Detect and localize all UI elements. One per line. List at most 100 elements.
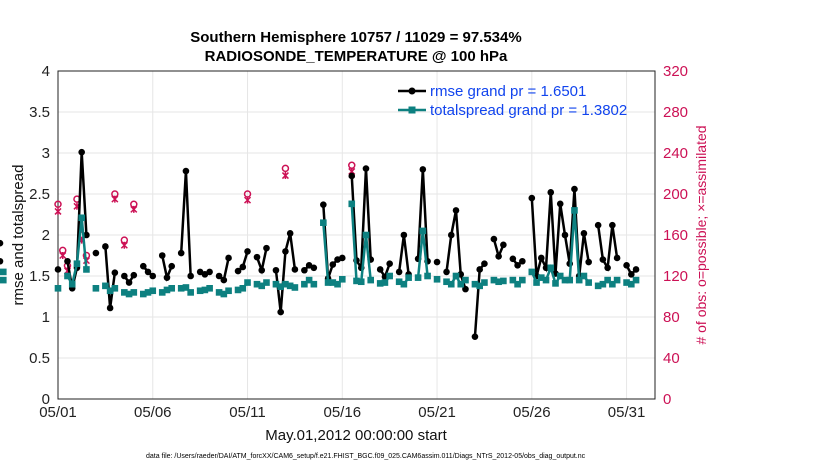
rmse-point xyxy=(443,268,450,276)
spread-point xyxy=(54,285,62,292)
rmse-point xyxy=(263,244,270,252)
y-right-tick-label: 40 xyxy=(663,350,680,367)
rmse-point xyxy=(220,276,228,284)
spread-point xyxy=(263,279,270,286)
spread-point xyxy=(220,290,228,298)
spread-point xyxy=(225,287,232,295)
spread-point xyxy=(272,280,280,288)
spread-point xyxy=(357,278,365,286)
y-tick-label: 2.5 xyxy=(29,186,50,203)
rmse-point xyxy=(83,231,90,239)
spread-point xyxy=(495,278,502,286)
rmse-point xyxy=(362,165,370,172)
rmse-line xyxy=(274,233,297,313)
legend-spread-marker xyxy=(408,106,416,114)
rmse-point xyxy=(386,260,393,268)
spread-point xyxy=(594,282,602,290)
spread-point xyxy=(547,264,555,272)
rmse-point xyxy=(277,308,284,316)
y-tick-label: 1.5 xyxy=(29,268,50,285)
spread-point xyxy=(623,279,630,286)
spread-point xyxy=(182,284,190,291)
x-tick-label: 05/01 xyxy=(39,404,77,421)
obs-possible-point xyxy=(54,200,62,208)
rmse-point xyxy=(556,200,564,208)
y-right-tick-label: 0 xyxy=(663,391,671,408)
spread-point xyxy=(206,285,213,292)
rmse-point xyxy=(594,221,602,229)
spread-point xyxy=(305,276,313,284)
spread-point xyxy=(457,280,465,288)
spread-point xyxy=(628,280,635,288)
rmse-point xyxy=(139,262,147,270)
rmse-point xyxy=(125,279,133,286)
spread-point xyxy=(481,279,488,286)
spread-point xyxy=(509,276,517,284)
spread-point xyxy=(405,274,412,281)
rmse-point xyxy=(490,235,498,243)
spread-point xyxy=(234,286,242,294)
spread-point xyxy=(163,286,171,294)
spread-point xyxy=(414,274,422,281)
rmse-point xyxy=(320,201,327,208)
rmse-point xyxy=(0,239,4,247)
y-tick-label: 4 xyxy=(42,63,50,80)
spread-point xyxy=(533,279,540,286)
spread-point xyxy=(613,276,621,284)
rmse-point xyxy=(182,167,190,175)
rmse-point xyxy=(476,266,483,273)
data-file-footnote: data file: /Users/raeder/DAI/ATM_forcXX/… xyxy=(146,453,586,460)
rmse-point xyxy=(253,253,261,261)
spread-point xyxy=(329,279,337,286)
rmse-line xyxy=(179,170,192,277)
spread-point xyxy=(125,290,133,298)
rmse-point xyxy=(500,241,507,249)
y-right-tick-label: 120 xyxy=(663,268,688,285)
spread-point xyxy=(130,289,138,296)
spread-point xyxy=(282,280,289,288)
chart-title: Southern Hemisphere 10757 / 11029 = 97.5… xyxy=(190,29,521,46)
rmse-point xyxy=(395,268,403,276)
spread-point xyxy=(362,231,370,239)
spread-point xyxy=(386,272,393,280)
rmse-point xyxy=(225,254,232,262)
spread-point xyxy=(552,280,559,287)
rmse-point xyxy=(452,207,460,214)
rmse-point xyxy=(64,257,71,265)
rmse-point xyxy=(376,266,384,273)
spread-point xyxy=(566,276,574,284)
rmse-point xyxy=(537,254,545,262)
spread-point xyxy=(381,279,389,286)
rmse-point xyxy=(121,272,128,280)
spread-point xyxy=(291,284,299,291)
spread-point xyxy=(367,276,375,284)
spread-point xyxy=(301,280,308,288)
chart-subtitle: RADIOSONDE_TEMPERATURE @ 100 hPa xyxy=(205,48,508,65)
y-tick-labels: 0 0.5 1 1.5 2 2.5 3 3.5 4 xyxy=(29,63,50,408)
spread-point xyxy=(102,282,109,290)
legend: rmse grand pr = 1.6501 totalspread grand… xyxy=(398,83,627,119)
spread-point xyxy=(92,285,100,292)
spread-point xyxy=(64,272,71,280)
rmse-point xyxy=(447,231,455,239)
rmse-line xyxy=(416,169,429,262)
spread-point xyxy=(561,276,569,284)
y-tick-label: 3.5 xyxy=(29,104,50,121)
spread-point xyxy=(73,260,81,267)
rmse-point xyxy=(329,261,337,268)
rmse-line xyxy=(397,234,410,275)
rmse-point xyxy=(604,264,611,272)
spread-point xyxy=(286,282,294,290)
obs-possible-point xyxy=(348,161,356,170)
spread-point xyxy=(310,280,318,288)
spread-point xyxy=(452,272,460,280)
spread-point xyxy=(78,214,85,222)
rmse-point xyxy=(177,249,185,257)
spread-point xyxy=(139,290,147,298)
rmse-point xyxy=(514,262,521,269)
rmse-point xyxy=(632,266,640,273)
rmse-point xyxy=(613,254,621,262)
legend-rmse-label: rmse grand pr = 1.6501 xyxy=(430,83,586,100)
rmse-point xyxy=(528,194,536,202)
